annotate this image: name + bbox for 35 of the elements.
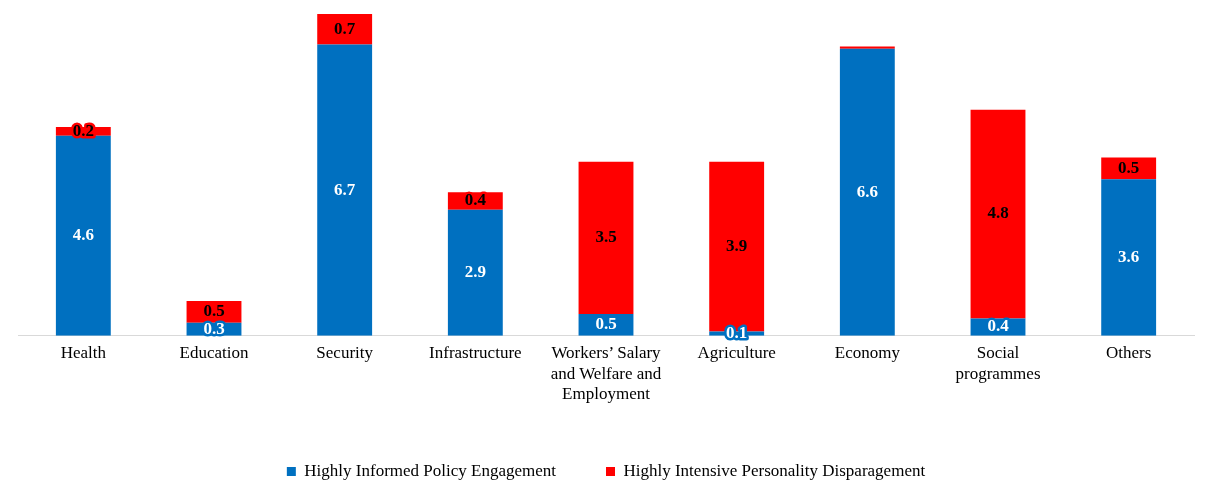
- data-label: 4.6: [72, 225, 94, 245]
- data-label: 0.5: [595, 314, 617, 334]
- x-tick-label: Security: [316, 343, 374, 363]
- x-tick-label: Infrastructure: [429, 343, 522, 363]
- legend-label: Highly Informed Policy Engagement: [304, 460, 557, 480]
- x-tick-label: Workers’ Salary and Welfare and Employment: [550, 343, 662, 404]
- data-label: 6.7: [334, 179, 356, 199]
- bar: [839, 46, 895, 49]
- legend-label: Highly Intensive Personality Disparagement: [623, 460, 926, 480]
- x-tick-label: Others: [1106, 343, 1152, 363]
- data-label: 6.6: [856, 181, 878, 201]
- bar: [970, 109, 1026, 319]
- data-label: 4.8: [987, 203, 1009, 223]
- data-label: 0.7: [334, 18, 356, 38]
- x-tick-label: Agriculture: [697, 343, 776, 363]
- x-tick-label: Economy: [834, 343, 901, 363]
- data-label: 2.9: [464, 262, 486, 282]
- bar: [447, 209, 503, 336]
- data-label: 3.5: [595, 227, 617, 247]
- bar: [317, 14, 373, 45]
- data-label: 0.5: [1118, 157, 1140, 177]
- data-label: 0.4: [464, 190, 487, 210]
- bar: [55, 135, 111, 336]
- data-label: 0.3: [203, 318, 225, 338]
- data-label: 0.4: [987, 316, 1010, 336]
- x-tick-label: Health: [60, 343, 107, 363]
- bar: [578, 161, 634, 315]
- data-label: 3.9: [726, 236, 748, 256]
- bar: [317, 44, 373, 336]
- bar: [1101, 179, 1157, 336]
- bar: [839, 48, 895, 336]
- x-tick-label: Education: [179, 343, 249, 363]
- data-label: 3.6: [1118, 246, 1140, 266]
- data-label: 0.5: [203, 301, 225, 321]
- x-tick-label: Social programmes: [955, 343, 1041, 383]
